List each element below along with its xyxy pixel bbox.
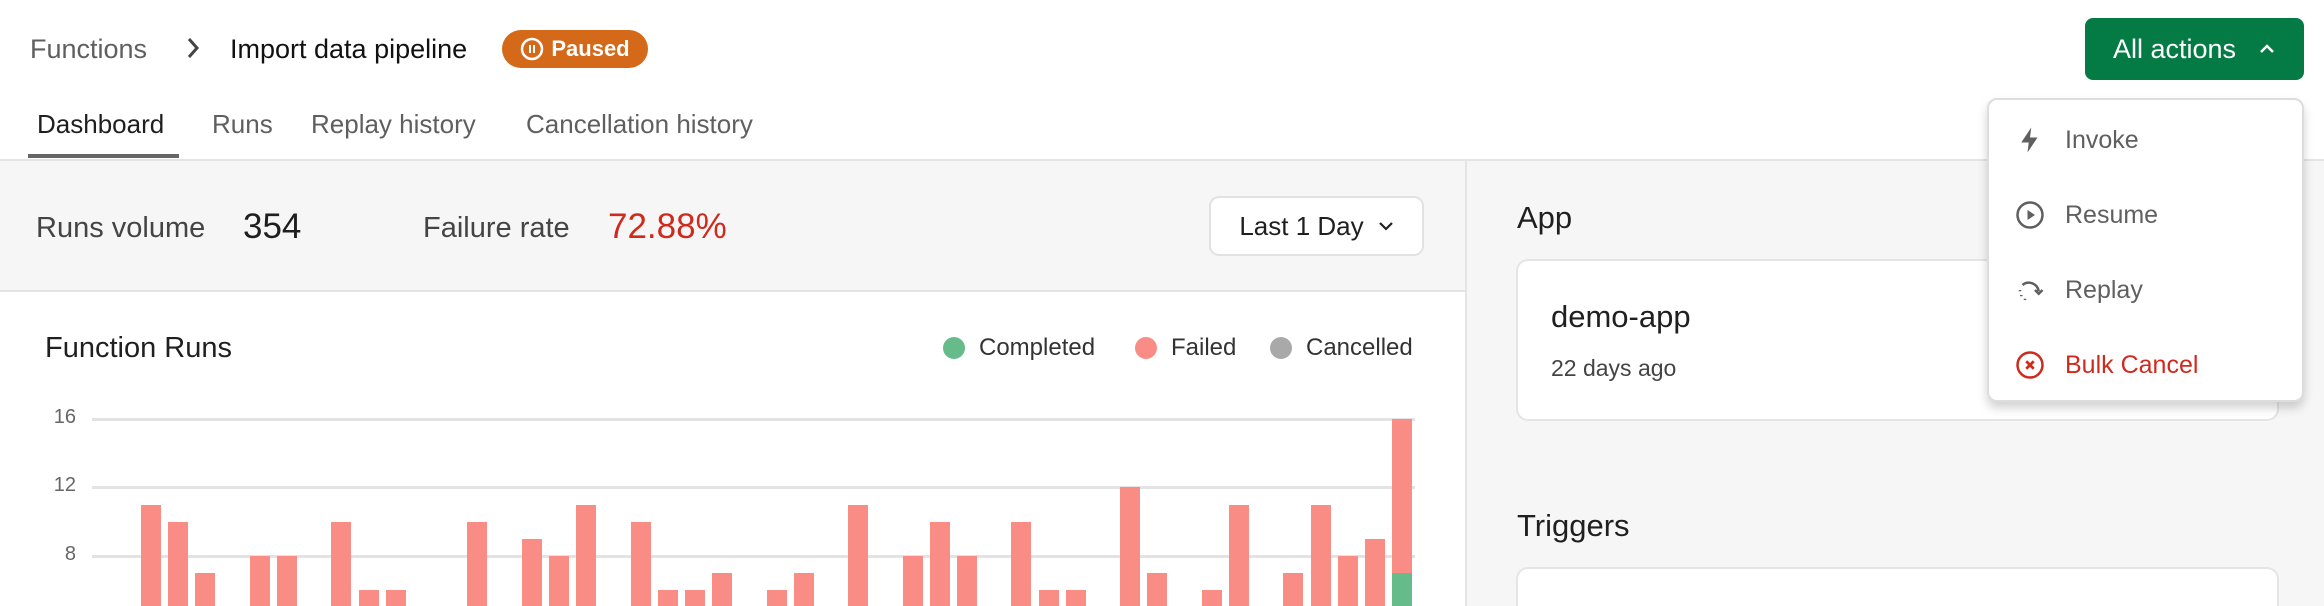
y-tick-12: 12: [53, 474, 76, 496]
bar-failed-9[interactable]: [385, 590, 406, 606]
bar-failed-30[interactable]: [957, 555, 977, 606]
menu-item-label: Resume: [2065, 200, 2159, 229]
bar-failed-28[interactable]: [902, 555, 923, 606]
menu-item-resume[interactable]: Resume: [1989, 185, 2302, 245]
page-title: Import data pipeline: [230, 34, 468, 64]
all-actions-label: All actions: [2112, 33, 2237, 64]
time-range-select[interactable]: Last 1 Day: [1209, 196, 1424, 256]
tab-cancellation-history[interactable]: Cancellation history: [526, 109, 753, 139]
y-tick-8: 8: [64, 543, 76, 565]
chevron-right-icon: [182, 34, 204, 67]
bar-failed-37[interactable]: [1147, 572, 1168, 606]
bar-failed-23[interactable]: [766, 590, 787, 606]
status-badge-label: Paused: [551, 36, 630, 61]
cancelled-swatch: [1270, 337, 1292, 359]
play-circle-icon: [2016, 201, 2044, 229]
actions-menu: Invoke Resume Replay Bulk Cancel: [1987, 98, 2304, 402]
bar-failed-24[interactable]: [793, 572, 814, 606]
bar-failed-5[interactable]: [277, 555, 297, 606]
bar-failed-40[interactable]: [1229, 504, 1249, 606]
triggers-heading: Triggers: [1517, 508, 1630, 543]
header-divider: [0, 159, 2324, 161]
bar-failed-18[interactable]: [630, 521, 651, 606]
failure-rate-value: 72.88%: [608, 207, 727, 246]
legend-failed-label: Failed: [1171, 334, 1237, 361]
app-updated: 22 days ago: [1551, 355, 1677, 381]
all-actions-button[interactable]: All actions: [2085, 18, 2304, 80]
bar-failed-43[interactable]: [1310, 504, 1331, 606]
tab-runs[interactable]: Runs: [212, 109, 273, 139]
gridline-8: [92, 555, 1415, 558]
status-badge: Paused: [502, 30, 648, 68]
bar-failed-1[interactable]: [168, 521, 189, 606]
failure-rate-label: Failure rate: [423, 212, 570, 244]
legend-completed-label: Completed: [979, 334, 1096, 361]
bar-failed-33[interactable]: [1038, 590, 1059, 606]
app-heading: App: [1517, 200, 1573, 235]
lightning-icon: [2021, 127, 2038, 153]
bar-completed-46[interactable]: [1392, 572, 1413, 606]
pause-circle-icon: [521, 37, 544, 61]
chevron-up-icon: [2260, 44, 2274, 53]
bar-failed-21[interactable]: [712, 572, 733, 606]
gridline-12: [92, 486, 1415, 489]
chart-title: Function Runs: [45, 332, 232, 364]
active-tab-indicator: [28, 154, 179, 158]
panel-divider: [1465, 161, 1467, 606]
legend-cancelled: Cancelled: [1270, 334, 1413, 362]
bar-failed-2[interactable]: [195, 572, 216, 606]
completed-swatch: [943, 337, 965, 359]
menu-item-label: Replay: [2065, 275, 2143, 304]
bar-failed-14[interactable]: [521, 538, 542, 606]
bar-failed-45[interactable]: [1365, 538, 1385, 606]
bar-failed-7[interactable]: [331, 521, 352, 606]
bar-failed-32[interactable]: [1011, 521, 1032, 606]
bar-failed-4[interactable]: [249, 555, 270, 606]
bar-failed-15[interactable]: [549, 555, 569, 606]
chevron-down-icon: [1378, 222, 1393, 231]
bar-failed-44[interactable]: [1337, 555, 1358, 606]
replay-icon: [2018, 281, 2044, 300]
bar-failed-29[interactable]: [929, 521, 950, 606]
bar-failed-42[interactable]: [1283, 572, 1304, 606]
menu-item-replay[interactable]: Replay: [1989, 260, 2302, 320]
menu-item-label: Invoke: [2065, 125, 2139, 154]
bar-failed-20[interactable]: [685, 590, 705, 606]
bar-failed-19[interactable]: [657, 590, 678, 606]
x-circle-icon: [2016, 351, 2044, 379]
legend-cancelled-label: Cancelled: [1306, 334, 1413, 361]
gridline-16: [92, 418, 1415, 421]
bar-failed-16[interactable]: [576, 504, 597, 606]
menu-item-label: Bulk Cancel: [2065, 350, 2199, 379]
bar-failed-0[interactable]: [141, 504, 161, 606]
breadcrumb-functions-link[interactable]: Functions: [30, 34, 148, 64]
legend-failed: Failed: [1135, 334, 1236, 362]
y-tick-16: 16: [53, 406, 76, 428]
time-range-label: Last 1 Day: [1239, 210, 1364, 241]
bar-failed-12[interactable]: [467, 521, 488, 606]
bar-failed-39[interactable]: [1201, 590, 1222, 606]
app-name: demo-app: [1551, 299, 1691, 334]
runs-volume-label: Runs volume: [36, 212, 206, 244]
legend-completed: Completed: [943, 334, 1095, 362]
failed-swatch: [1135, 337, 1157, 359]
menu-item-invoke[interactable]: Invoke: [1989, 110, 2302, 170]
bar-failed-8[interactable]: [358, 590, 379, 606]
tab-dashboard[interactable]: Dashboard: [37, 109, 165, 139]
bar-failed-34[interactable]: [1065, 590, 1086, 606]
bar-failed-26[interactable]: [848, 504, 869, 606]
bar-failed-46[interactable]: [1392, 419, 1413, 573]
bar-failed-36[interactable]: [1120, 487, 1141, 606]
menu-item-bulk-cancel[interactable]: Bulk Cancel: [1989, 335, 2302, 395]
tab-replay-history[interactable]: Replay history: [311, 109, 476, 139]
runs-volume-value: 354: [243, 207, 302, 246]
triggers-card: [1516, 567, 2279, 606]
